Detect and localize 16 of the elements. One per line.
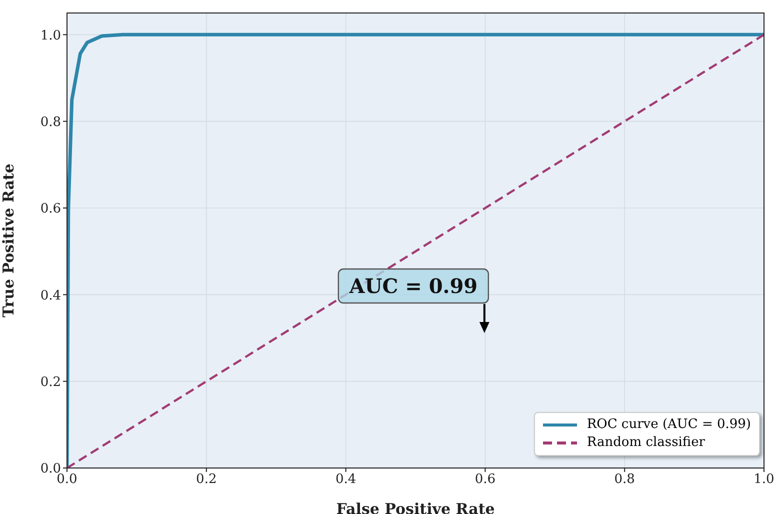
y-tick-label: 0.4 [40, 288, 61, 304]
y-tick-label: 0.6 [40, 202, 61, 217]
x-axis-title: False Positive Rate [336, 500, 495, 514]
y-axis-title: True Positive Rate [0, 164, 18, 318]
y-tick-label: 0.8 [40, 114, 61, 130]
y-tick-label: 1.0 [40, 28, 61, 44]
x-tick-label: 0.2 [196, 472, 217, 488]
x-tick-label: 0.8 [614, 472, 635, 488]
y-tick-label: 0.2 [40, 374, 61, 390]
x-tick-label: 1.0 [754, 472, 774, 488]
x-tick-label: 0.6 [474, 472, 496, 488]
x-tick-label: 0.0 [56, 472, 78, 488]
x-tick-label: 0.4 [335, 472, 356, 488]
legend-label: Random classifier [586, 434, 705, 452]
annotation: AUC = 0.99 [348, 274, 478, 298]
legend-label: ROC curve (AUC = 0.99) [586, 416, 751, 434]
